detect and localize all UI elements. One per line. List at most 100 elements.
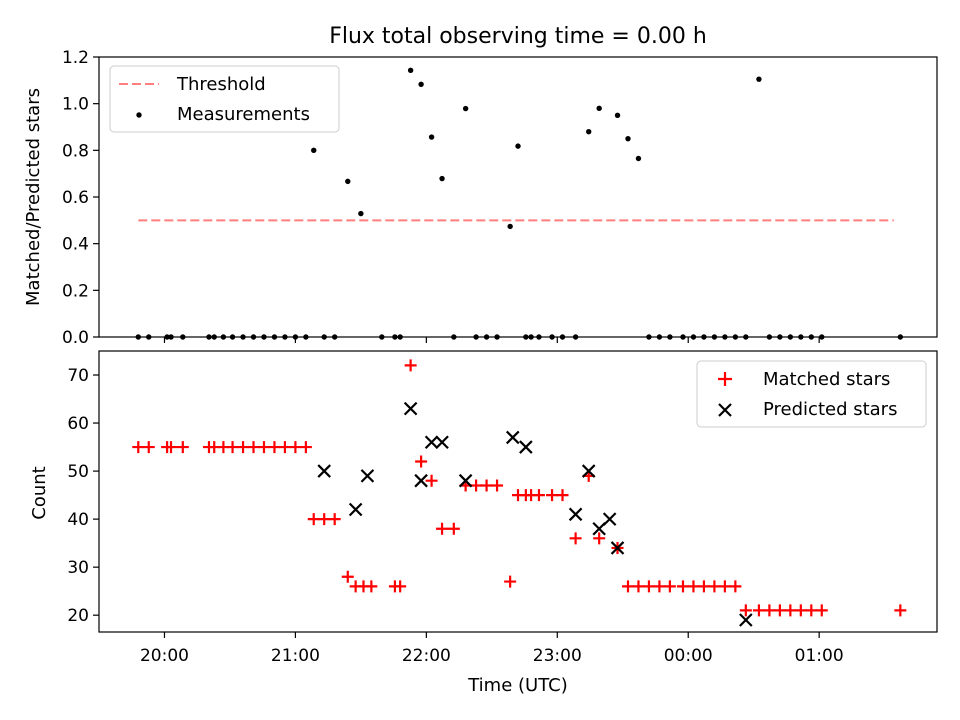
measurement-point (515, 143, 521, 149)
matched-star-point (773, 604, 786, 617)
top-ytick-label: 0.2 (62, 281, 89, 301)
matched-star-point (491, 479, 504, 492)
bottom-ylabel: Count (29, 466, 50, 519)
predicted-star-point (519, 440, 533, 454)
predicted-star-point (592, 521, 606, 536)
matched-legend-swatch (718, 372, 732, 386)
predicted-legend-swatch (718, 403, 732, 417)
predicted-star-point (317, 464, 331, 478)
predicted-star-point (435, 435, 449, 450)
bottom-ytick-label: 60 (67, 414, 89, 434)
bottom-xtick-label: 22:00 (402, 646, 451, 666)
predicted-star-point (424, 435, 439, 450)
measurement-point (614, 112, 621, 119)
bottom-ytick-label: 70 (67, 366, 89, 386)
bottom-plot-area: 20 30 40 50 60 70 20:00 21:00 22:00 23:00 00:00 01:… (67, 359, 907, 666)
measurement-point (418, 81, 424, 88)
bottom-ytick-label: 30 (67, 558, 89, 578)
top-ytick-label: 1.0 (62, 95, 89, 115)
bottom-ytick-label: 40 (67, 510, 89, 530)
bottom-legend: Matched stars Predicted stars (696, 360, 927, 428)
bottom-ytick-label: 20 (67, 606, 89, 626)
bottom-legend-label-predicted: Predicted stars (763, 399, 897, 420)
matched-star-point (480, 479, 493, 492)
matched-star-point (739, 604, 752, 617)
matched-star-point (642, 580, 655, 593)
matched-star-point (425, 474, 438, 487)
matched-star-point (318, 513, 331, 526)
matched-star-point (752, 604, 765, 617)
matched-star-point (394, 580, 407, 593)
predicted-star-point (568, 507, 583, 522)
matched-star-point (268, 441, 281, 454)
matched-star-point (176, 441, 189, 454)
matched-star-point (165, 441, 178, 454)
bottom-xtick-label: 21:00 (271, 646, 320, 666)
matched-star-point (593, 532, 606, 545)
matched-star-point (142, 441, 155, 454)
matched-star-point (257, 441, 270, 454)
predicted-star-point (610, 541, 625, 555)
measurement-point (625, 135, 631, 142)
top-title: Flux total observing time = 0.00 h (329, 24, 707, 49)
matched-star-point (278, 441, 291, 454)
matched-star-point (815, 604, 828, 617)
measurement-point (596, 105, 602, 112)
bottom-xtick-label: 20:00 (140, 646, 189, 666)
matched-star-point (894, 604, 907, 617)
matched-star-point (532, 489, 545, 502)
bottom-legend-label-matched: Matched stars (763, 369, 890, 390)
predicted-star-point (581, 464, 596, 478)
matched-star-point (763, 604, 776, 617)
matched-star-point (621, 580, 634, 593)
bottom-xtick-label: 00:00 (664, 646, 713, 666)
top-legend-label-threshold: Threshold (176, 74, 266, 95)
measurement-point (311, 147, 317, 154)
top-ylabel: Matched/Predicted stars (23, 88, 44, 306)
bottom-axes-frame (98, 350, 938, 633)
matched-star-point (365, 580, 378, 593)
predicted-star-point (348, 502, 363, 517)
matched-star-point (289, 441, 302, 454)
top-legend: Threshold Measurements (109, 65, 340, 133)
top-ytick-label: 0.4 (62, 235, 89, 255)
matched-star-point (546, 489, 559, 502)
predicted-star-point (739, 613, 753, 627)
matched-star-point (132, 441, 145, 454)
predicted-star-point (602, 512, 617, 526)
matched-star-point (447, 522, 460, 535)
matched-star-point (663, 580, 676, 593)
measurement-point (586, 128, 592, 135)
top-legend-label-measurements: Measurements (177, 104, 310, 125)
matched-star-point (328, 513, 341, 526)
matched-star-point (718, 580, 731, 593)
predicted-star-point (403, 401, 418, 416)
measurement-point (756, 76, 762, 82)
matched-star-point (653, 580, 666, 593)
top-ytick-label: 1.2 (62, 48, 89, 68)
bottom-xtick-label: 01:00 (795, 646, 844, 666)
bottom-legend-box (696, 360, 927, 428)
bottom-xtick-label: 23:00 (533, 646, 582, 666)
measurement-point (439, 175, 445, 182)
matched-star-point (237, 441, 250, 454)
matched-star-point (404, 359, 417, 372)
measurements-legend-swatch (136, 112, 142, 118)
matched-star-point (729, 580, 742, 593)
matched-star-point (697, 580, 710, 593)
measurement-point (428, 134, 435, 140)
matched-star-point (708, 580, 721, 593)
matched-star-point (794, 604, 807, 617)
matched-star-point (226, 441, 239, 454)
matched-star-point (556, 489, 569, 502)
top-plot-area: 0.0 0.2 0.4 0.6 0.8 1.0 1.2 (62, 48, 904, 348)
top-ytick-label: 0.0 (62, 328, 89, 348)
top-ytick-label: 0.8 (62, 141, 89, 161)
measurement-point (345, 178, 351, 185)
predicted-star-point (414, 473, 428, 488)
bottom-xlabel: Time (UTC) (467, 675, 568, 696)
predicted-star-point (505, 430, 520, 445)
matched-star-point (307, 513, 320, 526)
